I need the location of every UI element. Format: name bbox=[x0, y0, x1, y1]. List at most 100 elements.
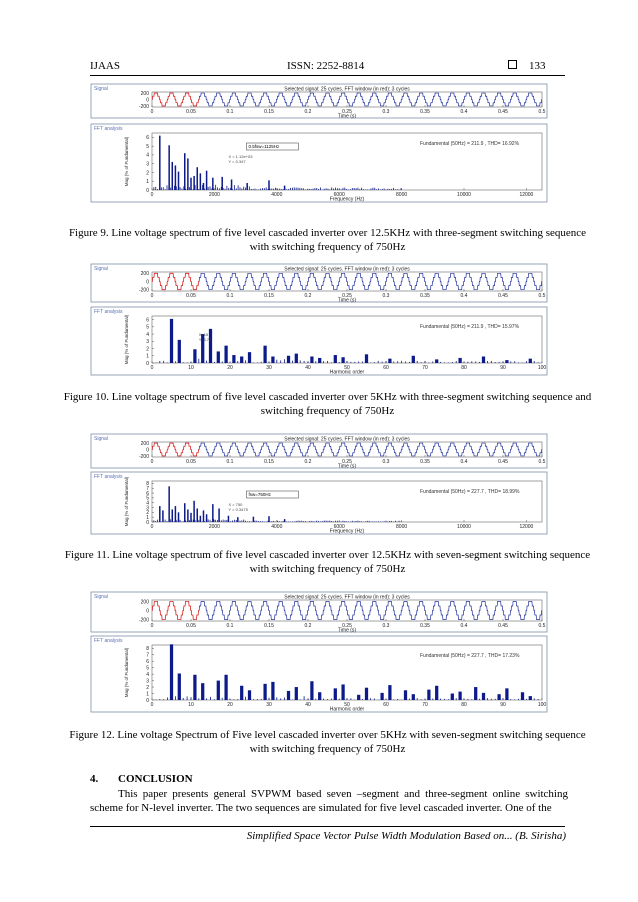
fft-noise-bar bbox=[346, 698, 348, 700]
fft-noise-bar bbox=[362, 361, 363, 363]
fft-noise-bar bbox=[338, 188, 340, 190]
fft-noise-bar bbox=[355, 520, 357, 522]
fft-xtick-label: 100 bbox=[538, 365, 547, 371]
fft-noise-bar bbox=[237, 360, 239, 363]
fft-bar bbox=[528, 358, 532, 363]
annotation-label: fsw=750Hz bbox=[248, 492, 271, 497]
fft-bar bbox=[497, 694, 501, 700]
fft-noise-bar bbox=[164, 189, 166, 190]
signal-ytick-label: -200 bbox=[139, 454, 149, 460]
fft-noise-bar bbox=[346, 188, 348, 190]
fft-noise-bar bbox=[385, 189, 387, 190]
fft-noise-bar bbox=[362, 698, 363, 700]
signal-ytick-label: 0 bbox=[146, 447, 149, 453]
fft-noise-bar bbox=[514, 361, 516, 363]
fft-bar bbox=[458, 357, 462, 363]
fft-noise-bar bbox=[366, 698, 367, 700]
fft-xtick-label: 70 bbox=[422, 365, 428, 371]
fft-noise-bar bbox=[205, 187, 207, 190]
fft-noise-bar bbox=[183, 521, 185, 522]
fft-noise-bar bbox=[342, 698, 344, 700]
fft-noise-bar bbox=[228, 187, 230, 190]
fft-noise-bar bbox=[229, 699, 231, 700]
fft-noise-bar bbox=[314, 521, 316, 522]
signal-xtick-label: 0.5 bbox=[539, 109, 546, 115]
fft-ytick-label: 6 bbox=[146, 659, 149, 665]
fft-noise-bar bbox=[264, 361, 266, 363]
fft-noise-bar bbox=[394, 189, 396, 190]
fft-noise-bar bbox=[405, 361, 406, 363]
fft-noise-bar bbox=[463, 698, 465, 700]
fft-bar bbox=[171, 161, 174, 190]
fft-bar bbox=[341, 357, 345, 363]
fft-noise-bar bbox=[502, 698, 504, 700]
annotation-datatip: X = 1.12e+03 bbox=[228, 154, 253, 159]
fft-noise-bar bbox=[412, 698, 414, 700]
fft-noise-bar bbox=[280, 698, 282, 700]
fft-noise-bar bbox=[273, 188, 275, 190]
fft-noise-bar bbox=[192, 519, 194, 522]
fft-bar bbox=[202, 182, 205, 190]
fft-noise-bar bbox=[288, 362, 289, 363]
fft-noise-bar bbox=[338, 521, 340, 522]
fft-noise-bar bbox=[416, 698, 418, 700]
signal-xtick-label: 0.25 bbox=[342, 459, 352, 465]
fft-noise-bar bbox=[241, 188, 243, 190]
fft-xtick-label: 20 bbox=[227, 702, 233, 708]
fft-noise-bar bbox=[398, 520, 400, 522]
fft-panel-label: FFT analysis bbox=[94, 126, 123, 132]
fft-bar bbox=[268, 180, 270, 190]
fft-bar bbox=[333, 355, 337, 363]
signal-xtick-label: 0.3 bbox=[383, 293, 390, 299]
signal-panel: Signal Selected signal: 25 cycles. FFT wi… bbox=[90, 591, 548, 634]
signal-xtick-label: 0 bbox=[151, 293, 154, 299]
fft-noise-bar bbox=[157, 519, 159, 522]
fft-noise-bar bbox=[221, 361, 223, 363]
fft-noise-bar bbox=[229, 362, 231, 363]
fft-noise-bar bbox=[215, 184, 217, 190]
fft-noise-bar bbox=[363, 189, 364, 190]
fft-noise-bar bbox=[202, 521, 203, 522]
fft-noise-bar bbox=[295, 187, 297, 190]
fft-xtick-label: 10000 bbox=[457, 524, 471, 530]
fft-noise-bar bbox=[213, 519, 215, 522]
fft-noise-bar bbox=[237, 520, 239, 522]
fft-noise-bar bbox=[490, 698, 492, 700]
fft-noise-bar bbox=[487, 360, 488, 363]
fft-noise-bar bbox=[204, 188, 205, 190]
figure-10: Signal Selected signal: 25 cycles. FFT wi… bbox=[90, 262, 552, 382]
fft-ytick-label: 1 bbox=[146, 691, 149, 697]
fft-noise-bar bbox=[506, 698, 508, 700]
figure-11-svg: Signal Selected signal: 25 cycles. FFT wi… bbox=[90, 433, 548, 535]
fft-noise-bar bbox=[167, 697, 168, 700]
fft-noise-bar bbox=[306, 188, 308, 190]
fft-bar bbox=[216, 680, 220, 700]
fft-bar bbox=[199, 515, 202, 522]
fft-bar bbox=[230, 179, 233, 190]
fft-noise-bar bbox=[198, 698, 200, 700]
fft-noise-bar bbox=[224, 188, 226, 190]
fft-noise-bar bbox=[373, 362, 375, 363]
fft-noise-bar bbox=[351, 520, 353, 522]
signal-xtick-label: 0.35 bbox=[420, 109, 430, 115]
fft-noise-bar bbox=[416, 360, 418, 363]
fft-noise-bar bbox=[288, 698, 289, 700]
fft-noise-bar bbox=[394, 520, 396, 522]
fft-noise-bar bbox=[301, 188, 303, 190]
signal-xtick-label: 0.4 bbox=[461, 459, 468, 465]
fft-noise-bar bbox=[297, 520, 299, 522]
fft-noise-bar bbox=[217, 519, 218, 522]
fft-ytick-label: 3 bbox=[146, 678, 149, 684]
fft-noise-bar bbox=[258, 521, 260, 522]
fft-xlabel: Frequency (Hz) bbox=[330, 529, 365, 535]
fft-ylabel: Mag (% of Fundamental) bbox=[124, 136, 129, 186]
fft-noise-bar bbox=[233, 519, 235, 522]
fft-noise-bar bbox=[340, 189, 342, 190]
signal-xtick-label: 0.1 bbox=[227, 459, 234, 465]
fft-noise-bar bbox=[303, 188, 305, 190]
header-rule bbox=[90, 75, 565, 76]
fft-bar bbox=[168, 486, 170, 522]
fft-noise-bar bbox=[162, 187, 164, 190]
fft-noise-bar bbox=[172, 188, 173, 190]
